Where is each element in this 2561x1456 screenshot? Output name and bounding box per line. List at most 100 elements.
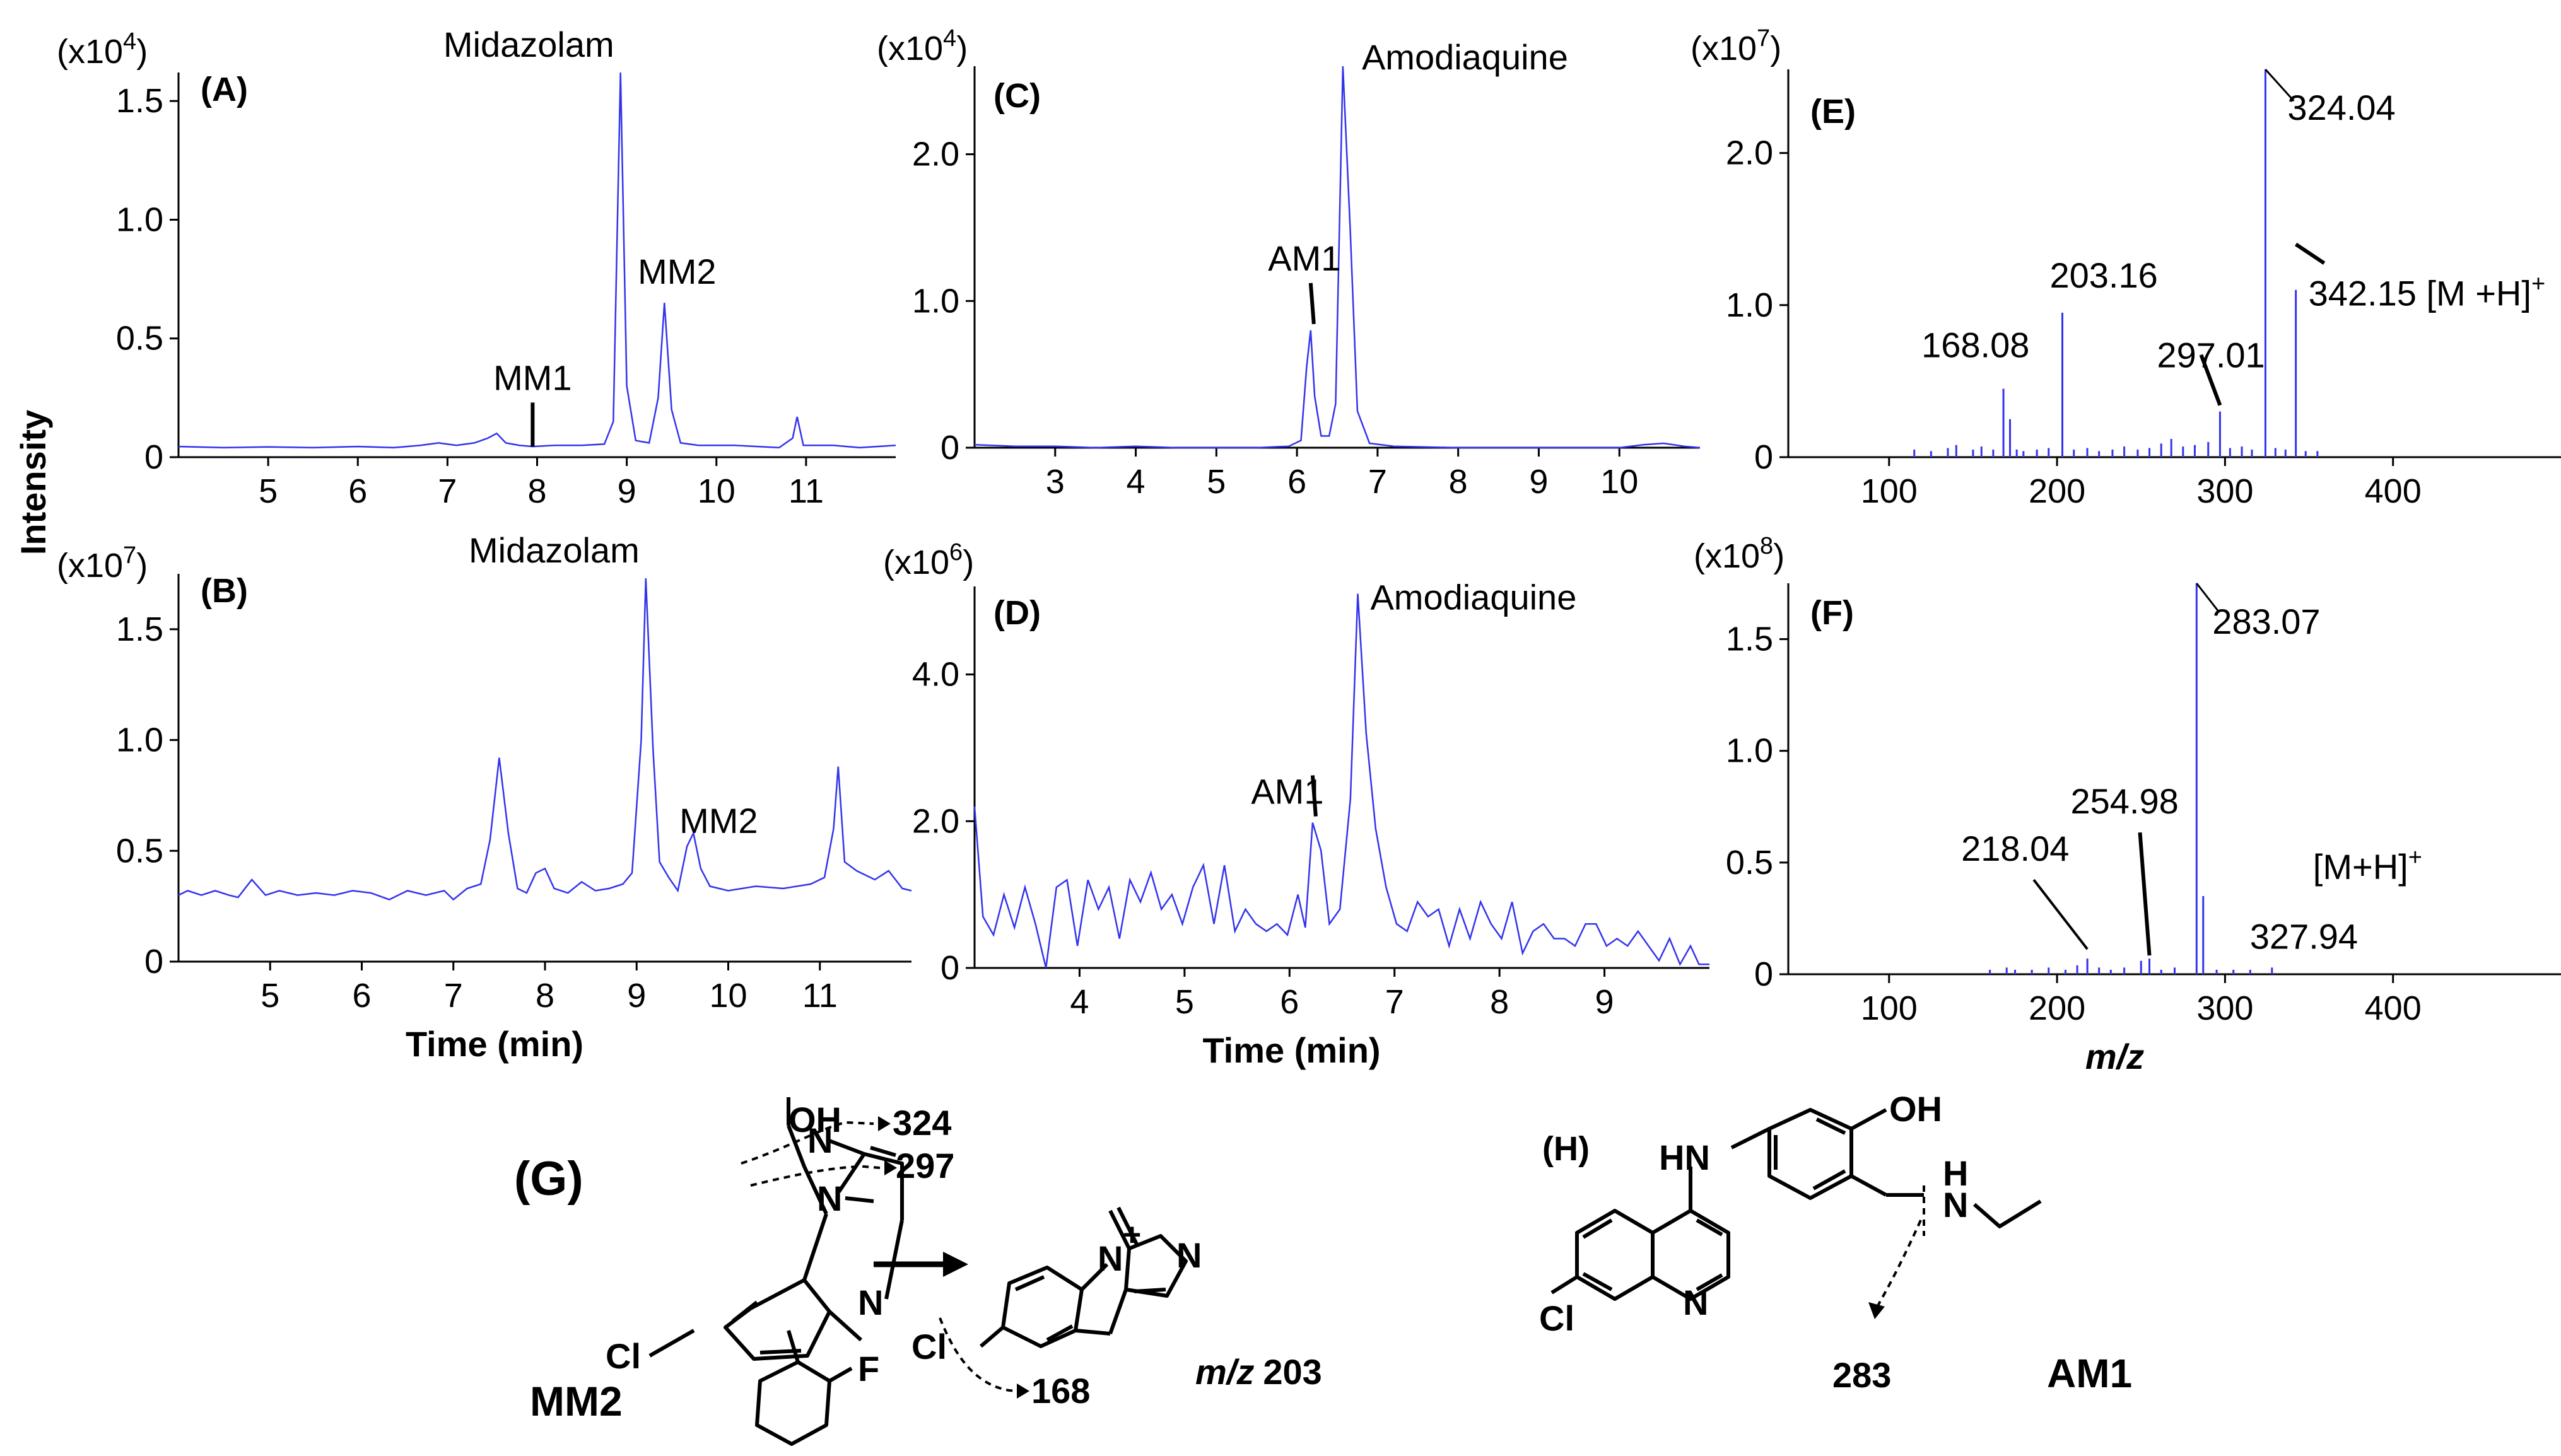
panel-e-label-leader (2199, 354, 2222, 406)
panel-f-ytick-label: 0 (1754, 955, 1773, 993)
panel-a-peak-annotation: MM1 (493, 358, 571, 397)
am1-compound-label: AM1 (2047, 1351, 2132, 1396)
panel-b-peak-annotation: Midazolam (469, 530, 640, 570)
panel-f-xtick-label: 300 (2196, 989, 2253, 1027)
am1-cl-atom: Cl (1539, 1298, 1574, 1338)
panel-f-label: (F) (1810, 594, 1854, 632)
panel-e-ytick-label: 1.0 (1726, 286, 1773, 324)
am1-oh-atom: OH (1889, 1089, 1942, 1129)
panel-a-xtick-label: 10 (698, 472, 735, 510)
panel-c-xtick-label: 9 (1529, 463, 1548, 501)
fragment-297-path (750, 1165, 881, 1187)
panel-f-peak-label: [M+H]+ (2313, 844, 2422, 887)
fragment-168-label: 168 (1031, 1371, 1090, 1411)
panel-e-label: (E) (1810, 93, 1856, 131)
panel-c-trace (974, 66, 1701, 449)
panel-a: 0 0.5 1.0 1.5 5 6 7 8 9 10 11 (x104) (A) Midazolam MM2… (57, 25, 896, 510)
panel-c: 0 1.0 2.0 3 4 5 6 7 8 9 10 (x104) (C) Amodiaquine AM1 (877, 25, 1701, 501)
panel-a-label: (A) (201, 71, 248, 108)
panel-b-xtick-label: 7 (444, 977, 463, 1015)
panel-c-xtick-label: 5 (1207, 463, 1226, 501)
scheme-h-label: (H) (1542, 1130, 1590, 1168)
panel-e-ytick-label: 0 (1754, 438, 1773, 476)
panel-c-xtick-label: 8 (1449, 463, 1468, 501)
panel-c-peak-annotation: AM1 (1268, 238, 1340, 278)
panel-f-peak-label: 218.04 (1961, 829, 2069, 868)
panel-d-xtick-label: 9 (1595, 983, 1614, 1021)
panel-b-trace (178, 578, 912, 901)
am1-h-atom: H (1943, 1153, 1968, 1193)
panel-b-ytick-label: 0 (144, 943, 163, 981)
panel-e-peak-label: 324.04 (2287, 88, 2395, 127)
panel-a-xtick-label: 9 (618, 472, 636, 510)
panel-b-multiplier: (x107) (57, 542, 148, 585)
panel-e-xtick-label: 300 (2196, 472, 2253, 510)
panel-e-peak-label: 297.01 (2157, 335, 2265, 375)
panel-c-label: (C) (993, 77, 1041, 115)
panel-b-x-title: Time (min) (406, 1024, 583, 1064)
panel-c-ytick-label: 1.0 (912, 282, 959, 320)
panel-c-xtick-label: 10 (1600, 463, 1638, 501)
panel-a-peak-annotation: Midazolam (443, 25, 614, 64)
panel-a-xtick-label: 5 (259, 472, 278, 510)
mm2-structure: OH N N N Cl F MM2 (530, 1097, 904, 1446)
panel-b-xtick-label: 9 (627, 977, 646, 1015)
panel-f-peak-label: 283.07 (2212, 602, 2320, 641)
panel-c-xtick-label: 6 (1287, 463, 1306, 501)
panel-d-ytick-label: 0 (941, 949, 959, 987)
panel-a-trace (178, 72, 896, 449)
panel-b: 0 0.5 1.0 1.5 5 6 7 8 9 10 11 (x107) (B) Time (min) Mi… (57, 530, 912, 1064)
panel-b-xtick-label: 11 (802, 977, 838, 1015)
am1-hn-atom: HN (1659, 1138, 1710, 1177)
fragment-324-label: 324 (893, 1103, 951, 1143)
panel-f-ytick-label: 1.0 (1726, 732, 1773, 770)
panel-c-xtick-label: 7 (1368, 463, 1387, 501)
fragment-283-label: 283 (1832, 1355, 1891, 1395)
panel-b-ytick-label: 1.5 (116, 610, 163, 648)
panel-d-trace (973, 593, 1709, 969)
panel-f-peak-label: 254.98 (2071, 781, 2179, 821)
y-axis-title: Intensity (13, 410, 53, 555)
panel-e-xtick-label: 100 (1861, 472, 1918, 510)
fragment-283-path (1875, 1220, 1922, 1309)
panel-f-ytick-label: 1.5 (1726, 620, 1773, 658)
scheme-g: (G) OH N N N Cl F MM2 (514, 1097, 1322, 1446)
fragment-297-label: 297 (896, 1146, 954, 1185)
panel-e-peak-label: 342.15 [M +H]+ (2309, 271, 2546, 313)
panel-c-peak-annotation: Amodiaquine (1362, 37, 1568, 77)
panel-e-multiplier: (x107) (1691, 25, 1781, 67)
panel-d-xtick-label: 5 (1175, 983, 1194, 1021)
panel-d-xtick-label: 8 (1490, 983, 1509, 1021)
panel-f-xtick-label: 200 (2029, 989, 2085, 1027)
panel-a-xtick-label: 8 (527, 472, 546, 510)
panel-a-multiplier: (x104) (57, 28, 148, 71)
product-cl-atom: Cl (911, 1327, 947, 1366)
panel-d-annotation-leader (1310, 775, 1318, 817)
panel-d-ytick-label: 2.0 (912, 802, 959, 840)
panel-f-xtick-label: 400 (2365, 989, 2422, 1027)
product-mz-label: m/z 203 (1195, 1352, 1322, 1392)
panel-d-xtick-label: 4 (1070, 983, 1089, 1021)
am1-n-atom-1: N (1943, 1185, 1968, 1225)
panel-e-xtick-label: 200 (2029, 472, 2085, 510)
panel-e-label-leader (2294, 242, 2326, 265)
product-structure: N + N Cl m/z 203 (911, 1206, 1322, 1392)
panel-b-ytick-label: 0.5 (116, 832, 163, 870)
panel-d-multiplier: (x106) (883, 539, 974, 581)
scheme-g-label: (G) (514, 1152, 583, 1206)
product-n-atom: N (1176, 1235, 1202, 1275)
panel-a-peak-annotation: MM2 (638, 252, 716, 291)
panel-b-xtick-label: 8 (536, 977, 554, 1015)
mm2-n-atom-2: N (817, 1179, 842, 1218)
panel-a-ytick-label: 0 (144, 438, 163, 476)
am1-n-atom-2: N (1683, 1283, 1708, 1322)
panel-a-ytick-label: 0.5 (116, 320, 163, 358)
panel-c-annotation-leader (1308, 282, 1316, 325)
fragment-168-path (939, 1317, 1019, 1392)
panel-d-peak-annotation: Amodiaquine (1370, 578, 1576, 617)
panel-e: 0 1.0 2.0 100 200 300 400 (x107) (E) 324.04 342.15… (1691, 25, 2561, 510)
panel-b-xtick-label: 5 (261, 977, 279, 1015)
panel-e-ytick-label: 2.0 (1726, 134, 1773, 172)
panel-b-xtick-label: 10 (709, 977, 747, 1015)
